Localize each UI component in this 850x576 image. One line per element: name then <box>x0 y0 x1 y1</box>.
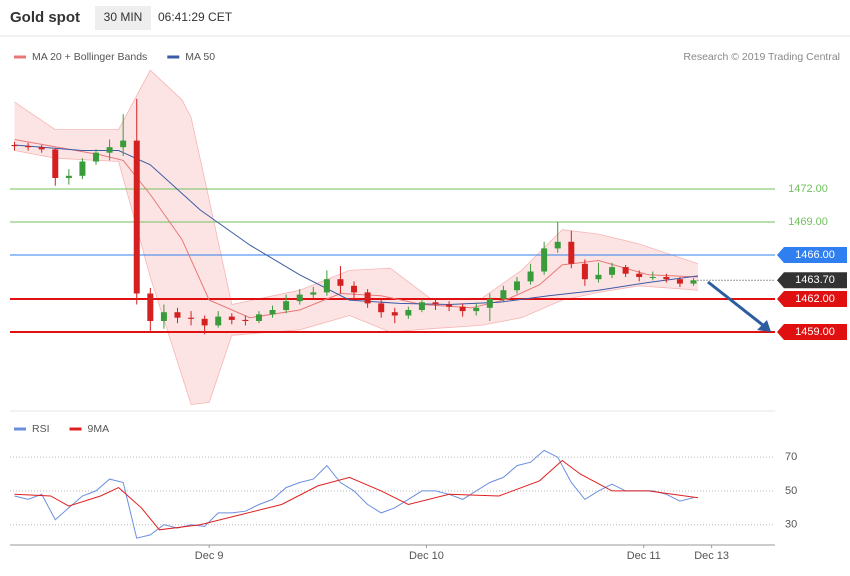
candle-body <box>296 294 303 302</box>
x-tick-label: Dec 10 <box>409 550 444 562</box>
candle-body <box>242 319 249 321</box>
level-label-box <box>777 291 847 307</box>
level-label-box <box>777 247 847 263</box>
moving-average <box>14 144 699 306</box>
interval: 30 MIN <box>104 10 143 24</box>
candle-body <box>283 301 290 310</box>
candle-body <box>690 280 697 284</box>
candle-body <box>323 279 330 293</box>
level-label: 1459.00 <box>795 326 835 338</box>
candle-body <box>174 312 181 318</box>
candle-body <box>25 146 32 148</box>
candle-body <box>418 302 425 310</box>
last-price-box <box>777 272 847 289</box>
candle-body <box>622 267 629 274</box>
interval-box <box>95 6 151 30</box>
candle-body <box>79 161 86 176</box>
candle-body <box>337 279 344 286</box>
candle-body <box>513 281 520 291</box>
candle-body <box>405 310 412 316</box>
candle-body <box>486 299 493 308</box>
candle-body <box>65 175 72 178</box>
rsi-panel: RSI 9MA 70 50 30 Dec 9 Dec 10 Dec 11 Dec 13 <box>10 423 797 562</box>
candle-body <box>160 312 167 321</box>
level-label: 1469.00 <box>788 216 828 228</box>
candle-body <box>595 274 602 280</box>
x-tick-label: Dec 11 <box>627 550 661 562</box>
candle-body <box>378 303 385 313</box>
title: Gold spot <box>10 9 80 26</box>
level-label: 1466.00 <box>795 249 835 261</box>
candle-body <box>133 140 140 294</box>
candle-body <box>188 317 195 319</box>
candle-body <box>446 304 453 307</box>
x-tick-label: Dec 9 <box>195 550 224 562</box>
legend-label: MA 20 + Bollinger Bands <box>32 51 147 63</box>
candle-body <box>527 271 534 282</box>
candle-body <box>554 241 561 249</box>
credit: Research © 2019 Trading Central <box>683 51 840 63</box>
level-label: 1472.00 <box>788 183 828 195</box>
legend-label: MA 50 <box>185 51 215 63</box>
candle-body <box>38 147 45 150</box>
candle-body <box>120 140 127 148</box>
candle-body <box>147 293 154 321</box>
candle-body <box>106 147 113 153</box>
level-label: 1462.00 <box>795 293 835 305</box>
candle-body <box>310 292 317 295</box>
candle-body <box>609 267 616 275</box>
series-line <box>14 449 694 539</box>
series-line <box>14 459 699 531</box>
moving-average <box>14 139 699 319</box>
candle-body <box>541 248 548 272</box>
candle-body <box>93 152 100 162</box>
candle-body <box>391 312 398 316</box>
candle-body <box>500 290 507 299</box>
candle-body <box>228 316 235 320</box>
candle-body <box>581 263 588 280</box>
candle-body <box>568 241 575 264</box>
candle-body <box>201 318 208 326</box>
y-tick-label: 70 <box>785 451 797 463</box>
forecast-arrow <box>707 280 765 328</box>
forecast-arrow-head <box>757 320 771 332</box>
candle-body <box>473 307 480 312</box>
price-panel: MA 20 + Bollinger Bands MA 50 1472.00 1469.… <box>10 51 847 406</box>
candle-body <box>636 273 643 277</box>
x-tick-label: Dec 13 <box>694 550 729 562</box>
legend-label: 9MA <box>88 423 110 435</box>
candle-body <box>52 149 59 178</box>
candle-body <box>269 310 276 315</box>
candle-body <box>663 277 670 280</box>
candle-body <box>459 306 466 312</box>
candle-body <box>255 314 262 321</box>
level-label-box <box>777 324 847 340</box>
candle-body <box>364 292 371 304</box>
candle-body <box>649 277 656 278</box>
legend-label: RSI <box>32 423 50 435</box>
y-tick-label: 30 <box>785 519 797 531</box>
candle-body <box>215 316 222 326</box>
candle-body <box>351 285 358 293</box>
bollinger-band <box>14 70 698 405</box>
candle-body <box>432 302 439 305</box>
candle-body <box>11 145 18 147</box>
candle-body <box>676 279 683 284</box>
time: 06:41:29 CET <box>158 10 233 24</box>
last-price-label: 1463.70 <box>795 274 835 286</box>
y-tick-label: 50 <box>785 485 797 497</box>
